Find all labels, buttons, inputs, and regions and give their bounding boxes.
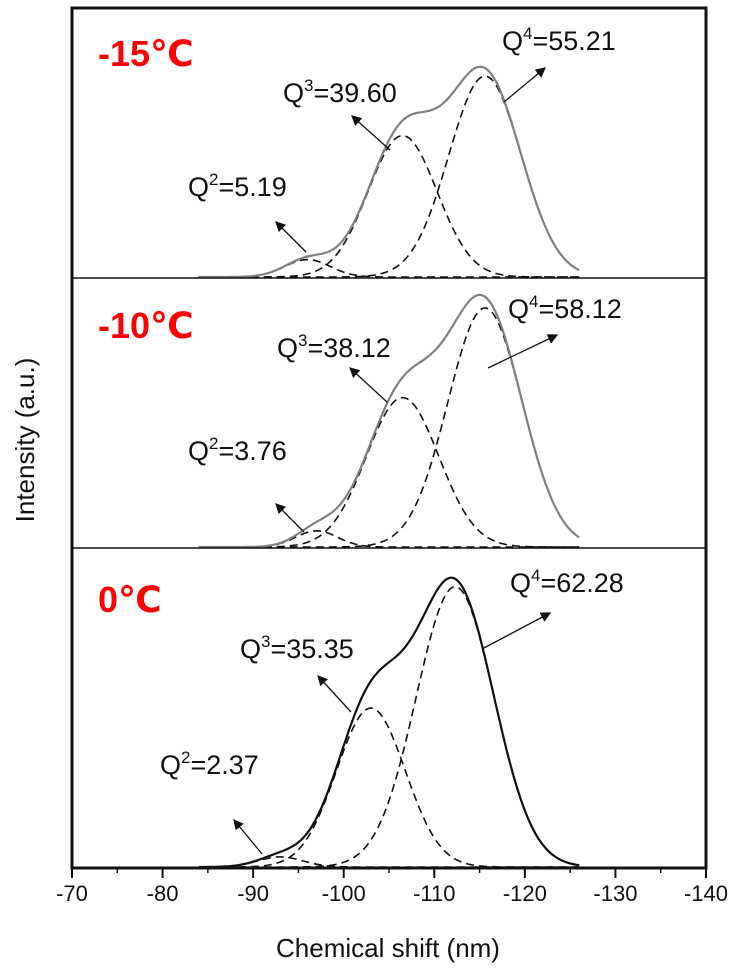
y-axis-title: Intensity (a.u.) (10, 358, 40, 523)
peak-q3-label: Q3=35.35 (240, 632, 354, 664)
panel-2: -10℃ Q2=3.76 Q3=38.12 Q4=58.12 (72, 292, 706, 549)
peak-q2-component (198, 258, 580, 278)
peak-q2-label: Q2=3.76 (188, 434, 287, 466)
x-tick-label: -70 (56, 881, 88, 906)
peak-q4-label: Q4=55.21 (502, 24, 616, 56)
peak-q3-arrow (349, 367, 388, 403)
peak-q2-label: Q2=5.19 (188, 170, 287, 202)
peak-q4-arrow (487, 334, 559, 369)
peak-q2-arrow (233, 818, 263, 855)
x-tick-label: -110 (413, 881, 455, 906)
panel-1: -15℃ Q2=5.19 Q3=39.60 Q4=55.21 (72, 24, 706, 279)
x-tick-label: -80 (147, 881, 179, 906)
x-tick-label: -130 (593, 881, 637, 906)
peak-q4-arrow (503, 67, 547, 103)
peak-q2-component (198, 529, 580, 548)
peak-q2-arrow (275, 221, 307, 253)
peak-q4-component (198, 585, 580, 868)
panel-temperature-label: -15℃ (98, 33, 194, 74)
x-axis-title: Chemical shift (nm) (276, 933, 500, 963)
fit-curve (198, 65, 580, 279)
panels-layer: -15℃ Q2=5.19 Q3=39.60 Q4=55.21 -10℃ Q2=3.76 Q3… (70, 6, 708, 870)
fit-curve (198, 293, 580, 549)
peak-q2-component (198, 856, 580, 868)
panel-3: 0℃ Q2=2.37 Q3=35.35 Q4=62.28 (72, 566, 706, 869)
peak-q3-label: Q3=39.60 (283, 76, 397, 108)
fit-curve (198, 576, 580, 869)
x-axis: -70 -80 -90 -100 -110 -120 -130 -140 (56, 868, 728, 906)
plot-frame (70, 6, 708, 870)
peak-q4-label: Q4=58.12 (508, 292, 622, 324)
x-tick-label: -140 (684, 881, 728, 906)
panel-temperature-label: 0℃ (98, 579, 162, 620)
x-tick-label: -120 (503, 881, 547, 906)
panel-temperature-label: -10℃ (98, 305, 194, 346)
peak-q3-component (198, 707, 580, 868)
peak-q3-label: Q3=38.12 (277, 331, 391, 363)
peak-q3-component (198, 396, 580, 548)
peak-q4-arrow (481, 612, 552, 650)
peak-q2-label: Q2=2.37 (160, 748, 259, 780)
peak-q3-arrow (317, 675, 352, 713)
peak-q2-arrow (275, 503, 305, 533)
peak-q4-label: Q4=62.28 (510, 566, 624, 598)
peak-q3-arrow (351, 115, 391, 151)
x-tick-label: -90 (237, 881, 269, 906)
peak-q3-component (198, 134, 580, 278)
x-tick-label: -100 (322, 881, 366, 906)
